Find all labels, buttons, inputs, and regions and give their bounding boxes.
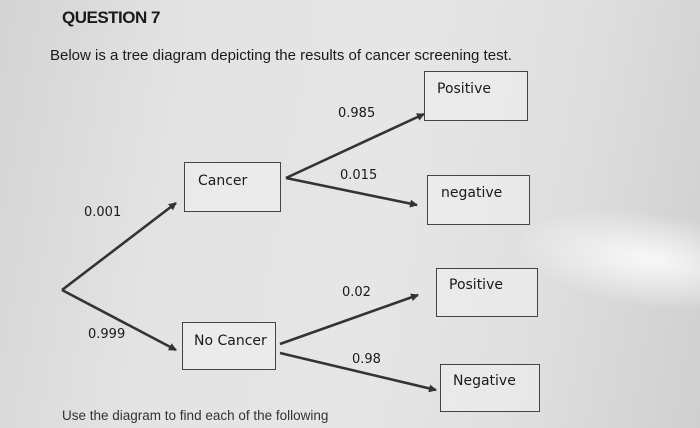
node-no-cancer: No Cancer bbox=[182, 322, 276, 370]
node-cancer-label: Cancer bbox=[198, 173, 248, 189]
node-cancer-negative: negative bbox=[427, 175, 530, 225]
branch-cancer-to-positive bbox=[285, 112, 425, 180]
question-footer: Use the diagram to find each of the foll… bbox=[62, 408, 329, 423]
prob-cancer: 0.001 bbox=[84, 205, 122, 220]
node-no-cancer-negative: Negative bbox=[440, 364, 540, 412]
node-no-cancer-negative-label: Negative bbox=[453, 373, 516, 389]
branch-cancer-to-negative bbox=[285, 176, 418, 208]
node-cancer: Cancer bbox=[184, 162, 281, 212]
question-title: QUESTION 7 bbox=[62, 8, 160, 27]
branch-no-cancer-to-positive bbox=[279, 293, 419, 346]
prob-cancer-negative: 0.015 bbox=[340, 168, 378, 183]
branch-root-to-no-cancer bbox=[61, 288, 177, 352]
node-no-cancer-positive-label: Positive bbox=[449, 277, 503, 293]
prob-cancer-positive: 0.985 bbox=[338, 106, 376, 121]
prob-no-cancer-negative: 0.98 bbox=[352, 352, 381, 367]
branch-no-cancer-to-negative bbox=[279, 351, 437, 393]
node-no-cancer-label: No Cancer bbox=[194, 333, 267, 349]
node-cancer-positive: Positive bbox=[424, 71, 528, 121]
prob-no-cancer-positive: 0.02 bbox=[342, 285, 371, 300]
node-cancer-negative-label: negative bbox=[441, 185, 503, 201]
node-no-cancer-positive: Positive bbox=[436, 268, 538, 317]
branch-root-to-cancer bbox=[61, 201, 177, 292]
prob-no-cancer: 0.999 bbox=[88, 327, 126, 342]
node-cancer-positive-label: Positive bbox=[437, 81, 491, 97]
question-intro: Below is a tree diagram depicting the re… bbox=[50, 47, 512, 64]
